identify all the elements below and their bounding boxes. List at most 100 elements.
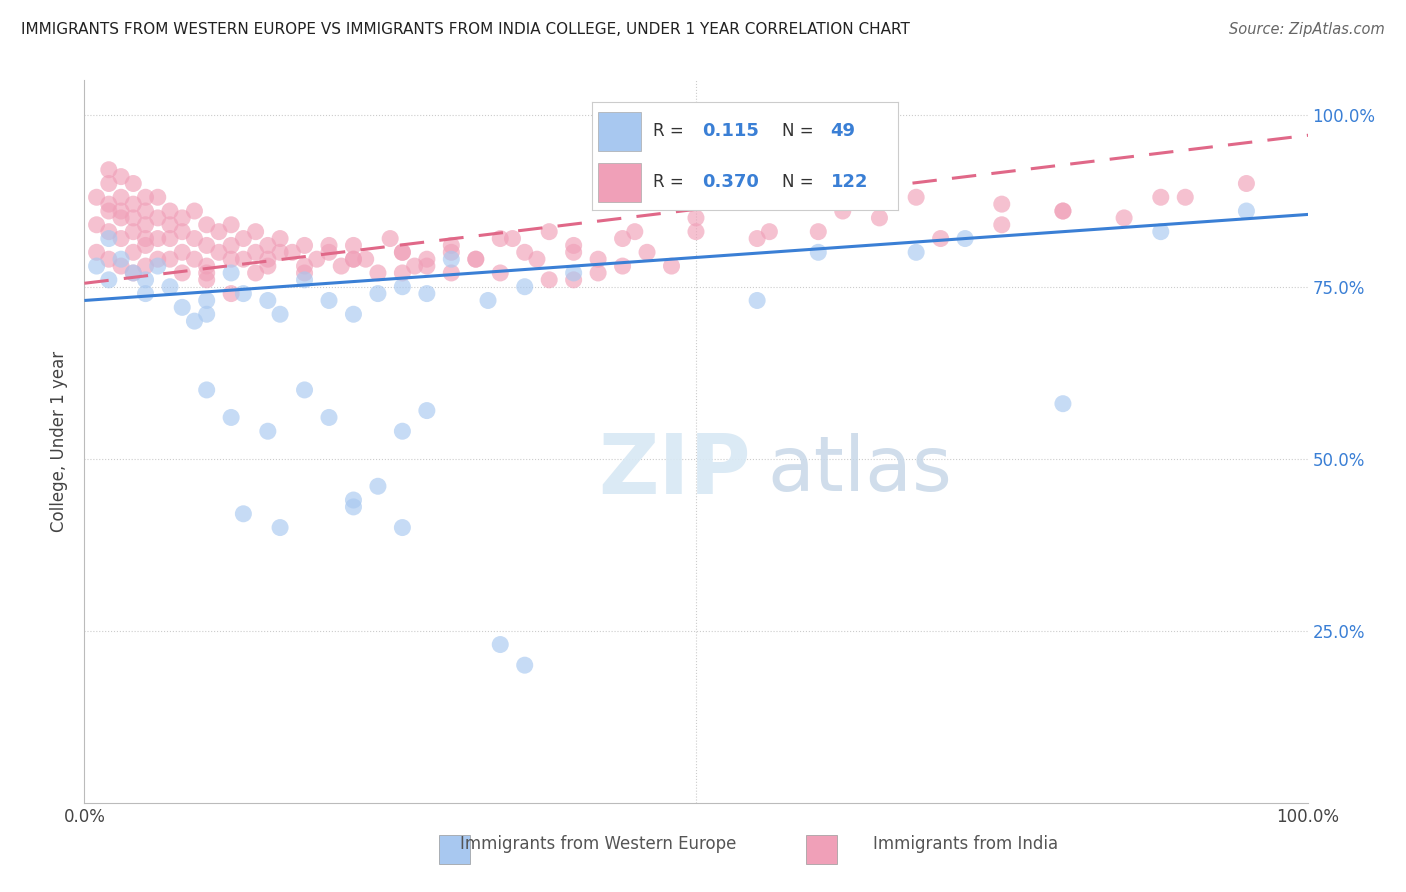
Point <box>159 231 181 245</box>
Point <box>232 252 254 267</box>
Point <box>367 479 389 493</box>
Bar <box>439 835 470 864</box>
Point <box>685 211 707 225</box>
Point <box>929 231 952 245</box>
Point <box>747 293 769 308</box>
Point <box>1052 204 1074 219</box>
Bar <box>806 835 837 864</box>
Point <box>294 383 316 397</box>
Point <box>257 293 280 308</box>
Point <box>245 225 267 239</box>
Point <box>305 252 328 267</box>
Point <box>208 225 231 239</box>
Point <box>1114 211 1136 225</box>
Point <box>440 252 463 267</box>
Point <box>257 259 280 273</box>
Point <box>342 307 364 321</box>
Point <box>562 273 585 287</box>
Point <box>416 259 439 273</box>
Point <box>294 259 316 273</box>
Point <box>489 231 512 245</box>
Point <box>232 507 254 521</box>
Point <box>257 424 280 438</box>
Point <box>636 245 658 260</box>
Point <box>110 204 132 219</box>
Point <box>195 273 218 287</box>
Point <box>122 266 145 280</box>
Point <box>183 252 205 267</box>
Point <box>489 266 512 280</box>
Point <box>97 197 120 211</box>
Point <box>195 383 218 397</box>
Point <box>318 245 340 260</box>
Point <box>342 500 364 514</box>
Point <box>135 259 157 273</box>
Point <box>477 293 499 308</box>
Point <box>86 245 108 260</box>
Point <box>991 218 1014 232</box>
Point <box>440 266 463 280</box>
Point <box>219 266 242 280</box>
Point <box>195 293 218 308</box>
Point <box>269 520 291 534</box>
Point <box>183 231 205 245</box>
Point <box>380 231 402 245</box>
Point <box>122 266 145 280</box>
Point <box>172 225 194 239</box>
Point <box>122 177 145 191</box>
Point <box>513 245 536 260</box>
Point <box>538 273 561 287</box>
Point <box>146 259 169 273</box>
Point <box>562 238 585 252</box>
Point <box>586 266 609 280</box>
Point <box>513 279 536 293</box>
Point <box>869 211 891 225</box>
Point <box>1236 177 1258 191</box>
Text: Immigrants from Western Europe: Immigrants from Western Europe <box>460 836 737 854</box>
Point <box>110 252 132 267</box>
Point <box>122 197 145 211</box>
Point <box>391 279 413 293</box>
Point <box>404 259 426 273</box>
Point <box>330 259 353 273</box>
Point <box>86 190 108 204</box>
Point <box>1150 225 1173 239</box>
Point <box>513 658 536 673</box>
Point <box>172 245 194 260</box>
Point <box>747 231 769 245</box>
Point <box>159 218 181 232</box>
Point <box>269 307 291 321</box>
Point <box>146 231 169 245</box>
Point <box>807 225 830 239</box>
Y-axis label: College, Under 1 year: College, Under 1 year <box>51 351 69 533</box>
Point <box>294 273 316 287</box>
Point <box>195 307 218 321</box>
Point <box>294 238 316 252</box>
Point <box>183 314 205 328</box>
Point <box>219 410 242 425</box>
Point <box>391 266 413 280</box>
Point <box>831 204 853 219</box>
Point <box>219 238 242 252</box>
Point <box>281 245 304 260</box>
Point <box>416 403 439 417</box>
Point <box>905 190 928 204</box>
Point <box>159 252 181 267</box>
Point <box>464 252 486 267</box>
Point <box>110 190 132 204</box>
Point <box>97 231 120 245</box>
Point <box>146 211 169 225</box>
Point <box>807 245 830 260</box>
Point <box>612 231 634 245</box>
Point <box>122 245 145 260</box>
Point <box>97 225 120 239</box>
Point <box>367 286 389 301</box>
Point <box>502 231 524 245</box>
Point <box>562 266 585 280</box>
Point <box>318 293 340 308</box>
Point <box>195 238 218 252</box>
Point <box>146 252 169 267</box>
Point <box>122 225 145 239</box>
Text: Source: ZipAtlas.com: Source: ZipAtlas.com <box>1229 22 1385 37</box>
Point <box>342 238 364 252</box>
